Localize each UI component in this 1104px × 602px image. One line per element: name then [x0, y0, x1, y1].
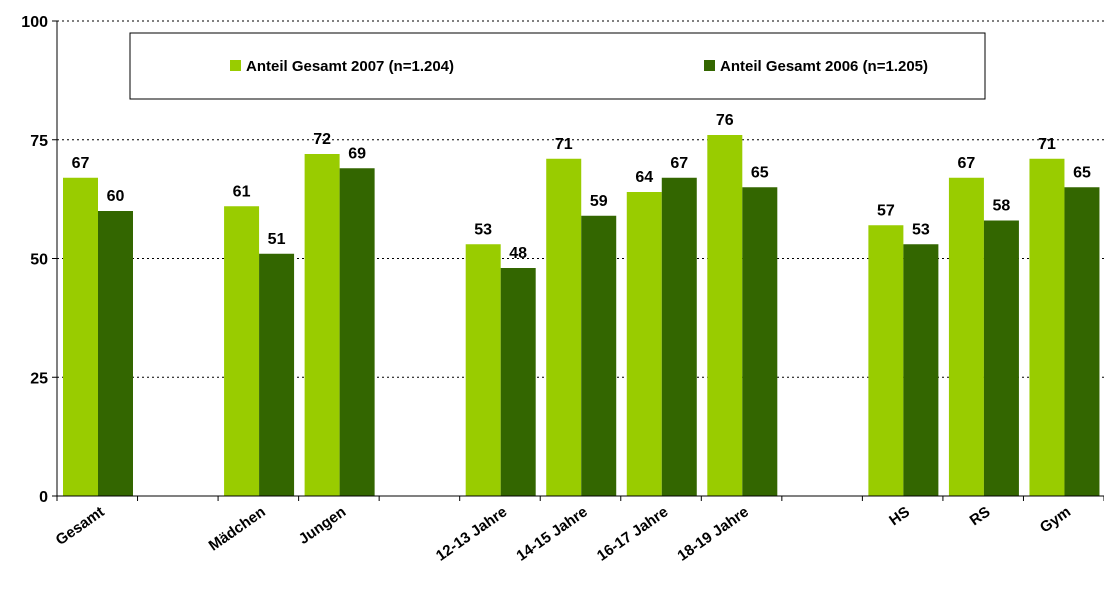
x-tick-label: 12-13 Jahre: [433, 503, 510, 564]
y-tick-label: 0: [39, 489, 48, 506]
bar-series-2: [259, 253, 295, 496]
data-label: 53: [474, 221, 492, 238]
bar-series-2: [661, 177, 697, 496]
bar-series-1: [868, 225, 904, 496]
data-label: 59: [590, 193, 608, 210]
data-label: 71: [1038, 136, 1056, 153]
bars: [63, 135, 1100, 496]
legend-label: Anteil Gesamt 2007 (n=1.204): [246, 58, 454, 75]
data-label: 67: [72, 155, 90, 172]
data-label: 65: [751, 164, 769, 181]
data-label: 53: [912, 221, 930, 238]
bar-series-1: [626, 192, 662, 496]
data-label: 60: [107, 188, 125, 205]
legend-swatch: [704, 60, 715, 71]
bar-series-1: [465, 244, 501, 496]
bar-series-2: [98, 211, 133, 496]
x-tick-label: Jungen: [296, 503, 349, 548]
data-label: 61: [233, 183, 251, 200]
bar-series-2: [983, 220, 1019, 496]
bar-series-2: [742, 187, 778, 496]
x-tick-label: 18-19 Jahre: [674, 503, 751, 564]
x-tick-label: 14-15 Jahre: [513, 503, 590, 564]
y-tick-label: 25: [30, 370, 48, 387]
x-tick-label: 16-17 Jahre: [594, 503, 671, 564]
bar-series-2: [1064, 187, 1100, 496]
bar-series-2: [581, 215, 617, 496]
bar-series-2: [903, 244, 939, 496]
data-label: 64: [635, 169, 653, 186]
data-label: 76: [716, 112, 734, 129]
data-label: 72: [313, 131, 331, 148]
x-tick-label: RS: [967, 503, 994, 529]
data-label: 65: [1073, 164, 1091, 181]
y-tick-label: 100: [21, 14, 48, 31]
data-label: 67: [958, 155, 976, 172]
legend: Anteil Gesamt 2007 (n=1.204) Anteil Gesam…: [129, 32, 986, 100]
data-label: 48: [509, 245, 527, 262]
bar-series-1: [1029, 158, 1065, 496]
data-label: 67: [670, 155, 688, 172]
bar-series-1: [63, 177, 98, 496]
data-label: 51: [268, 231, 286, 248]
x-tick-label: HS: [886, 503, 913, 529]
legend-box: [129, 32, 986, 100]
x-tick-label: Mädchen: [206, 503, 269, 554]
bar-series-1: [546, 158, 582, 496]
bar-series-2: [500, 268, 536, 496]
x-tick-label: Gym: [1037, 503, 1074, 536]
y-tick-label: 50: [30, 252, 48, 269]
y-tick-label: 75: [30, 133, 48, 150]
bar-series-1: [707, 135, 743, 496]
data-label: 71: [555, 136, 573, 153]
legend-swatch: [230, 60, 241, 71]
bar-series-1: [304, 154, 340, 496]
legend-label: Anteil Gesamt 2006 (n=1.205): [720, 58, 928, 75]
data-label: 57: [877, 202, 895, 219]
data-label: 58: [993, 198, 1011, 215]
value-labels: 67 61 72 53 71 64 76 57 67 71 60 51 69 48 59 67 65 53 58 65: [72, 112, 1091, 262]
bar-series-2: [339, 168, 375, 496]
data-label: 69: [348, 145, 366, 162]
bar-series-1: [948, 177, 984, 496]
x-tick-label: Gesamt: [53, 503, 108, 548]
bar-series-1: [224, 206, 260, 496]
